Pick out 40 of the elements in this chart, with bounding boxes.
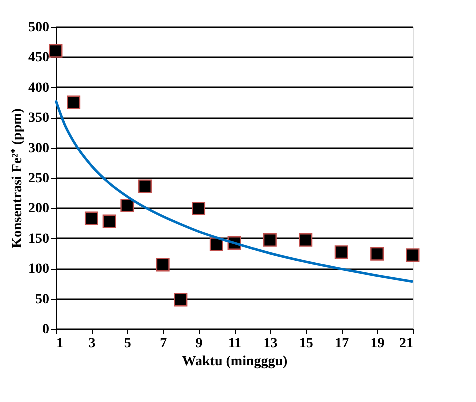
point (334, 246, 348, 260)
y-tick-label: 300 (28, 141, 50, 156)
point (406, 248, 420, 262)
point (156, 258, 170, 272)
x-tick-label: 9 (196, 336, 203, 352)
point (138, 180, 152, 194)
point (210, 238, 224, 252)
point (192, 202, 206, 216)
x-tick-label: 13 (264, 336, 278, 352)
x-tick-label: 1 (56, 336, 64, 352)
y-tick-label: 450 (28, 50, 50, 66)
point (120, 199, 134, 213)
y-tick-label: 250 (28, 172, 50, 186)
x-axis-title: Waktu (mingggu) (182, 354, 288, 370)
y-tick-label: 100 (28, 262, 50, 278)
point (84, 212, 98, 226)
y-tick-label: 350 (28, 111, 50, 126)
x-tick-label: 11 (228, 336, 242, 352)
y-tick-label: 200 (28, 202, 50, 217)
y-axis-title: Konsentrasi Fe²⁺ (ppm) (10, 108, 26, 248)
y-tick-label: 50 (36, 292, 50, 308)
point (174, 293, 188, 307)
point (299, 233, 313, 247)
x-tick-label: 17 (335, 336, 350, 352)
x-tick-label: 5 (124, 336, 132, 352)
y-tick-label: 400 (28, 80, 50, 96)
x-tick-label: 15 (299, 336, 314, 352)
x-tick-label: 3 (88, 336, 96, 352)
x-tick-label: 7 (160, 336, 168, 352)
point (263, 233, 277, 247)
point (49, 44, 63, 58)
y-tick-label: 500 (28, 20, 50, 36)
point (67, 96, 81, 110)
point (370, 247, 384, 261)
y-tick-label: 150 (28, 232, 50, 247)
point (102, 214, 116, 228)
y-tick-label: 0 (42, 322, 50, 338)
line-series (54, 99, 414, 284)
x-tick-label: 21 (400, 336, 414, 352)
x-tick-label: 19 (370, 336, 385, 352)
